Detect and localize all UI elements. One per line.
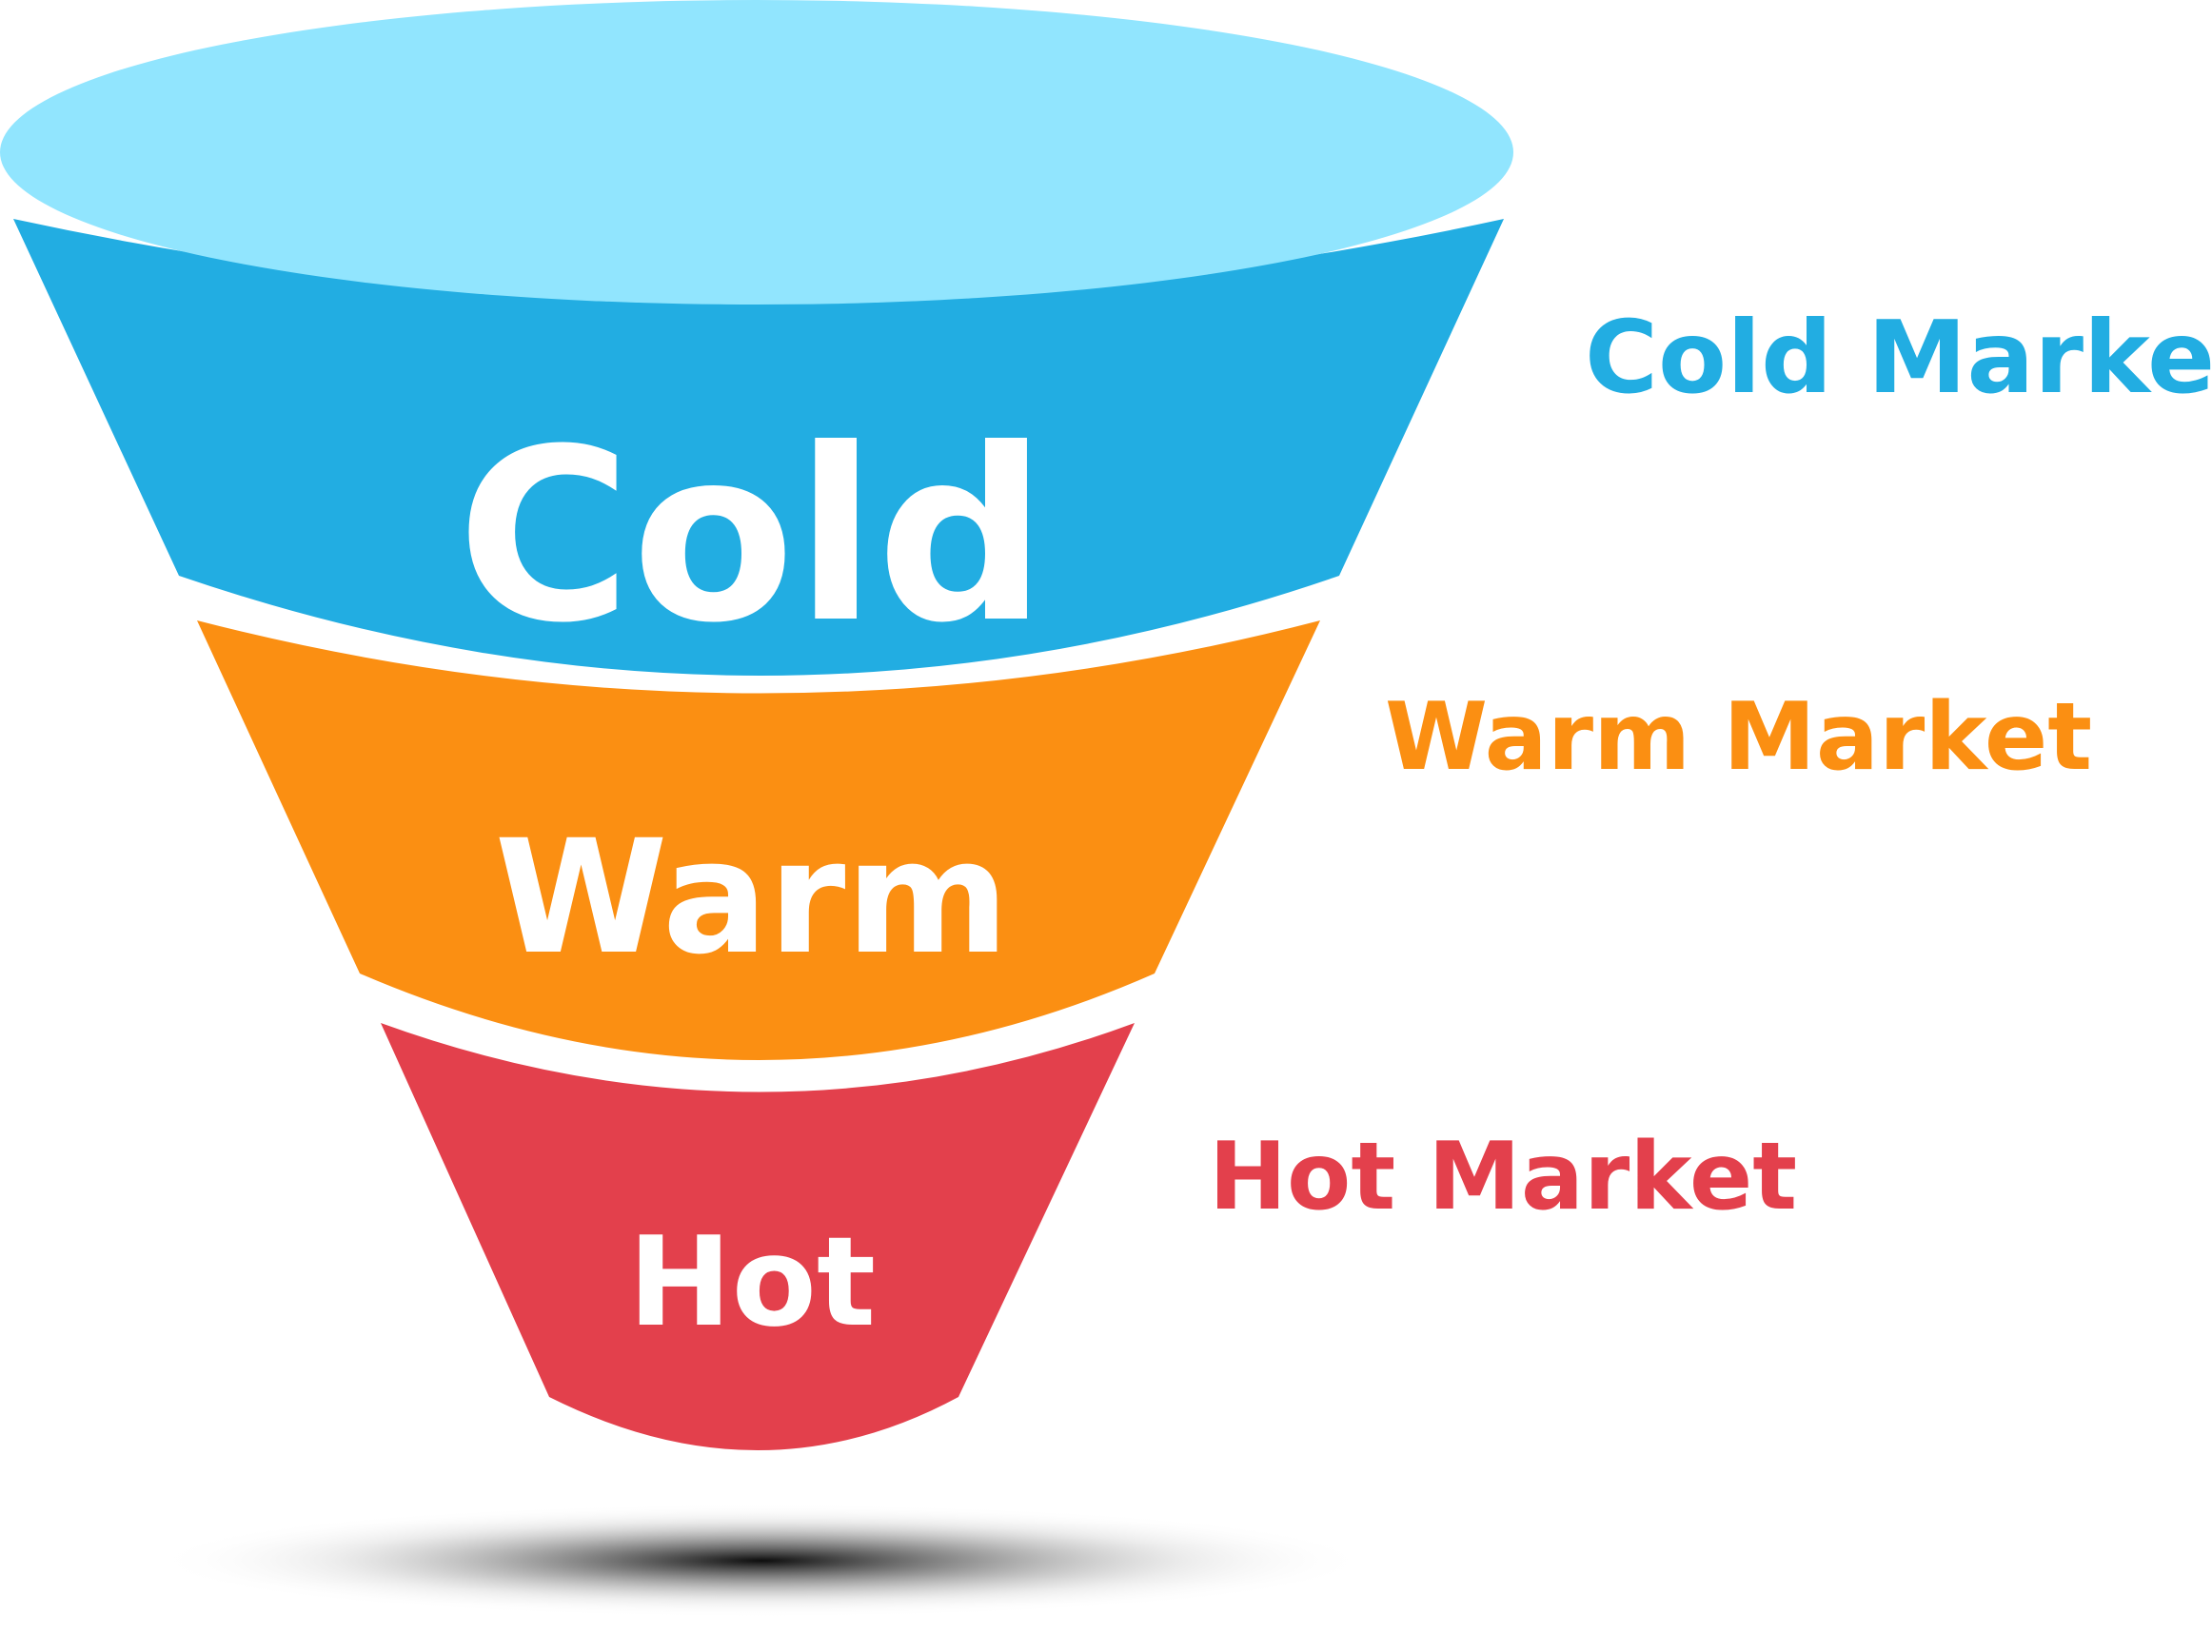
side-label-hot: Hot Market xyxy=(1209,1123,1797,1231)
stage-label-warm: Warm xyxy=(495,806,1010,989)
funnel-rim xyxy=(0,0,1513,305)
stage-label-hot: Hot xyxy=(628,1210,876,1354)
funnel-segment-hot xyxy=(381,1023,1135,1450)
side-label-cold: Cold Market xyxy=(1585,300,2212,416)
funnel-segment-cold xyxy=(13,219,1504,676)
stage-label-cold: Cold xyxy=(457,398,1047,675)
side-label-warm: Warm Market xyxy=(1385,683,2092,792)
funnel-segment-warm xyxy=(197,620,1320,1060)
funnel-shadow xyxy=(152,1504,1371,1618)
